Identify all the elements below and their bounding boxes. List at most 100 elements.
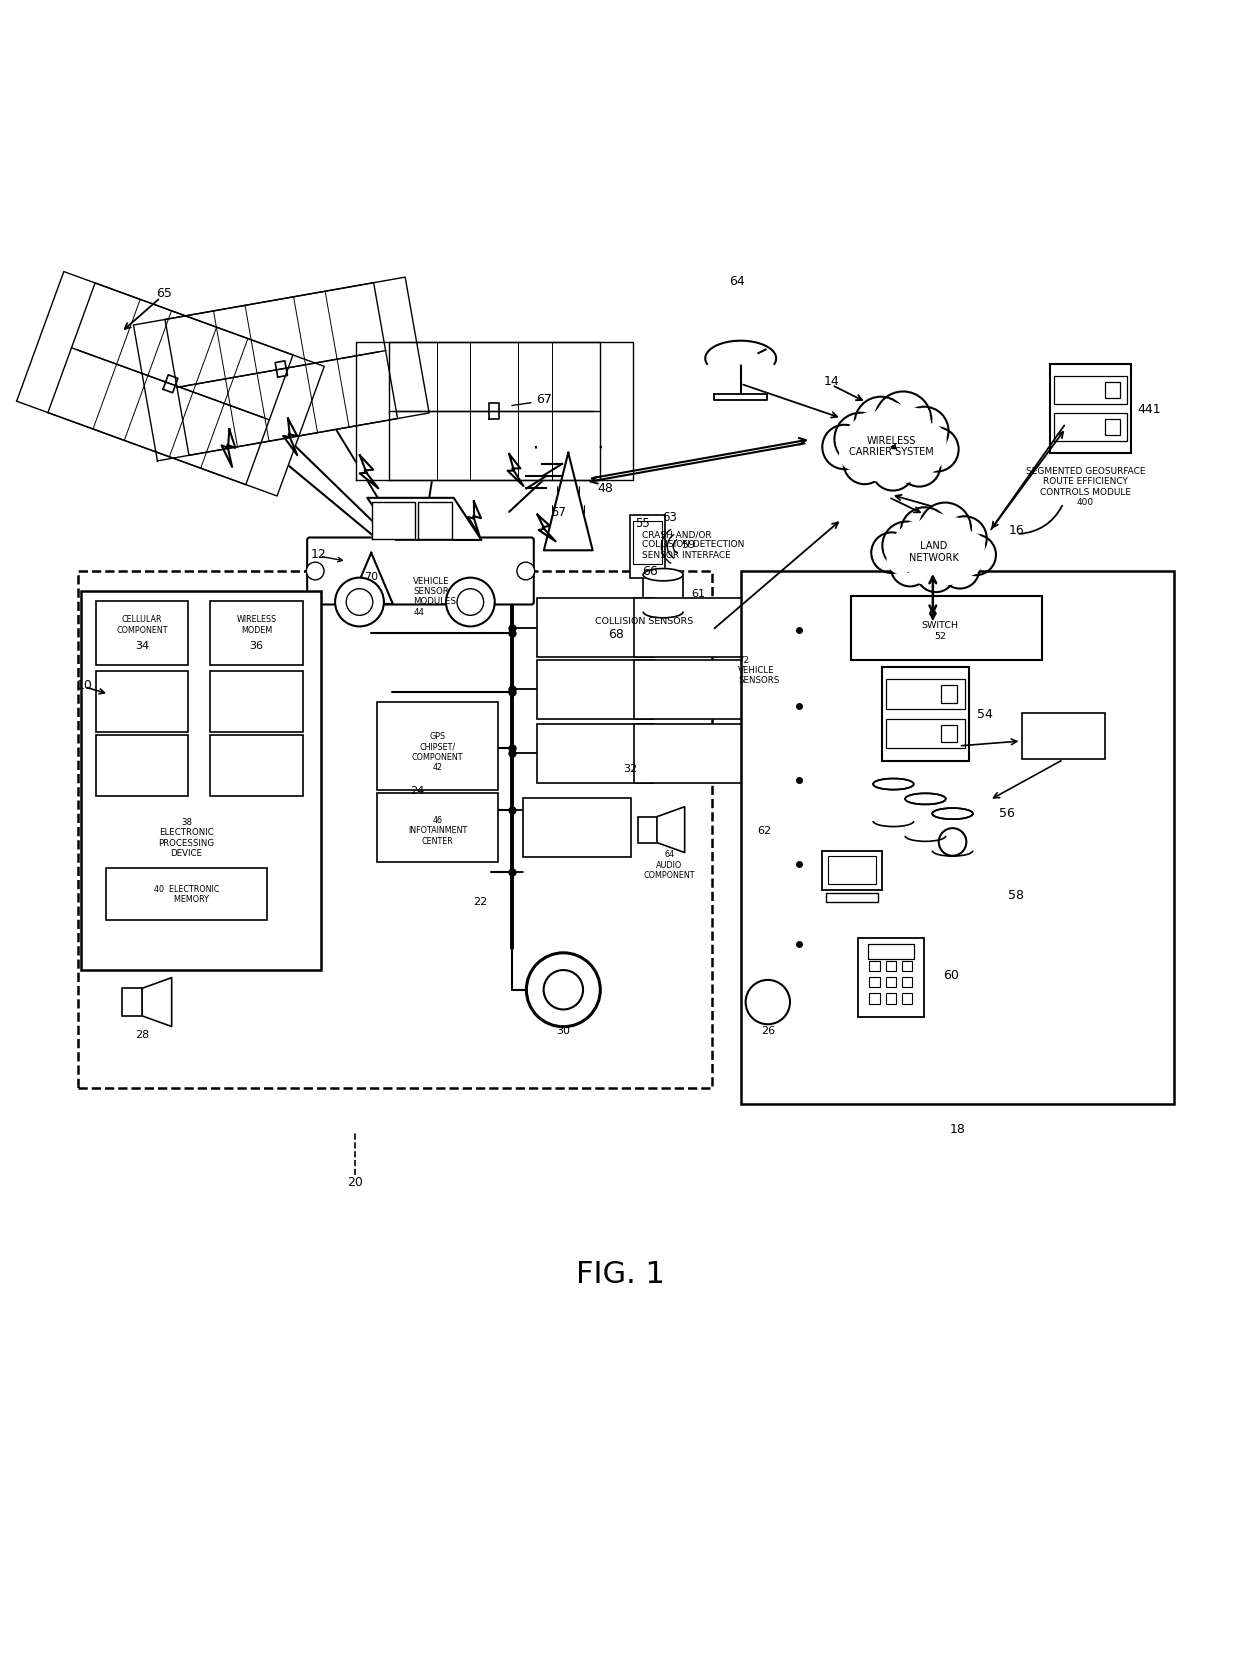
- FancyBboxPatch shape: [1105, 420, 1120, 435]
- FancyBboxPatch shape: [634, 598, 742, 659]
- FancyBboxPatch shape: [1105, 383, 1120, 398]
- Circle shape: [939, 536, 966, 563]
- Text: 20: 20: [347, 1176, 363, 1189]
- Text: 58: 58: [1008, 889, 1024, 902]
- FancyBboxPatch shape: [903, 961, 913, 971]
- Circle shape: [517, 563, 534, 581]
- Circle shape: [929, 521, 960, 551]
- Circle shape: [909, 521, 942, 554]
- Polygon shape: [490, 403, 500, 420]
- Text: 16: 16: [1008, 522, 1024, 536]
- FancyBboxPatch shape: [869, 961, 879, 971]
- Circle shape: [883, 522, 930, 570]
- FancyBboxPatch shape: [1054, 413, 1127, 442]
- Polygon shape: [372, 502, 415, 539]
- Circle shape: [956, 533, 985, 561]
- FancyBboxPatch shape: [887, 680, 965, 709]
- Text: 72
VEHICLE
SENSORS: 72 VEHICLE SENSORS: [738, 655, 780, 685]
- FancyBboxPatch shape: [107, 869, 267, 921]
- FancyBboxPatch shape: [639, 816, 657, 843]
- Circle shape: [458, 590, 484, 617]
- Circle shape: [904, 420, 935, 450]
- FancyBboxPatch shape: [851, 596, 1042, 660]
- Circle shape: [949, 541, 976, 568]
- Text: LAND
NETWORK: LAND NETWORK: [909, 541, 959, 563]
- Circle shape: [894, 543, 921, 571]
- Circle shape: [899, 522, 932, 556]
- FancyBboxPatch shape: [95, 736, 188, 796]
- FancyBboxPatch shape: [882, 667, 968, 761]
- Circle shape: [852, 413, 889, 450]
- Circle shape: [837, 428, 868, 459]
- FancyBboxPatch shape: [869, 978, 879, 988]
- Polygon shape: [418, 502, 451, 539]
- Polygon shape: [657, 808, 684, 853]
- Circle shape: [892, 454, 921, 482]
- FancyBboxPatch shape: [537, 724, 653, 783]
- Polygon shape: [222, 430, 236, 467]
- Text: 62: 62: [758, 825, 771, 835]
- FancyBboxPatch shape: [903, 995, 913, 1005]
- FancyBboxPatch shape: [885, 978, 897, 988]
- Polygon shape: [714, 395, 768, 400]
- Polygon shape: [165, 277, 429, 455]
- FancyBboxPatch shape: [885, 995, 897, 1005]
- Circle shape: [955, 536, 996, 576]
- Polygon shape: [350, 553, 393, 605]
- Text: 57: 57: [551, 506, 565, 519]
- Circle shape: [888, 548, 914, 575]
- Polygon shape: [134, 284, 398, 462]
- Ellipse shape: [873, 780, 914, 790]
- Text: 55: 55: [635, 517, 650, 531]
- Text: SWITCH
52: SWITCH 52: [921, 622, 959, 640]
- FancyBboxPatch shape: [822, 852, 882, 890]
- Ellipse shape: [932, 808, 973, 820]
- Text: 64
AUDIO
COMPONENT: 64 AUDIO COMPONENT: [644, 850, 694, 880]
- Circle shape: [527, 953, 600, 1026]
- FancyBboxPatch shape: [887, 719, 965, 749]
- Polygon shape: [356, 343, 600, 480]
- Circle shape: [872, 449, 914, 491]
- Circle shape: [872, 533, 911, 573]
- Text: COLLISION SENSORS: COLLISION SENSORS: [595, 617, 693, 625]
- Text: CRASH AND/OR
COLLISION DETECTION
SENSOR INTERFACE: CRASH AND/OR COLLISION DETECTION SENSOR …: [642, 529, 744, 559]
- FancyBboxPatch shape: [211, 736, 303, 796]
- Text: 34: 34: [135, 640, 149, 650]
- FancyBboxPatch shape: [377, 793, 498, 862]
- FancyBboxPatch shape: [826, 894, 878, 902]
- FancyBboxPatch shape: [903, 978, 913, 988]
- Text: CELLULAR
COMPONENT: CELLULAR COMPONENT: [117, 615, 167, 635]
- Text: 22: 22: [472, 897, 487, 907]
- FancyBboxPatch shape: [81, 591, 321, 971]
- Circle shape: [915, 425, 946, 457]
- FancyBboxPatch shape: [95, 601, 188, 665]
- Circle shape: [916, 554, 955, 593]
- Polygon shape: [389, 343, 632, 480]
- Circle shape: [918, 514, 952, 548]
- Circle shape: [543, 971, 583, 1010]
- Text: 32: 32: [622, 764, 637, 773]
- Circle shape: [914, 428, 959, 472]
- Circle shape: [874, 403, 910, 440]
- Circle shape: [913, 444, 942, 474]
- Circle shape: [900, 507, 949, 556]
- Circle shape: [874, 391, 931, 449]
- Polygon shape: [48, 284, 325, 497]
- Text: 70: 70: [365, 571, 378, 581]
- Circle shape: [897, 410, 931, 444]
- Circle shape: [346, 590, 373, 617]
- Circle shape: [862, 440, 892, 470]
- Circle shape: [900, 408, 949, 455]
- Circle shape: [843, 442, 885, 486]
- Polygon shape: [275, 361, 288, 378]
- Circle shape: [941, 551, 980, 590]
- Text: 63: 63: [662, 511, 677, 524]
- Text: 46
INFOTAINMENT
CENTER: 46 INFOTAINMENT CENTER: [408, 815, 467, 845]
- Circle shape: [935, 558, 961, 585]
- Circle shape: [955, 549, 981, 576]
- Circle shape: [306, 563, 324, 581]
- Text: 66: 66: [642, 564, 658, 578]
- FancyBboxPatch shape: [634, 660, 742, 719]
- Circle shape: [898, 445, 940, 487]
- Circle shape: [839, 440, 869, 470]
